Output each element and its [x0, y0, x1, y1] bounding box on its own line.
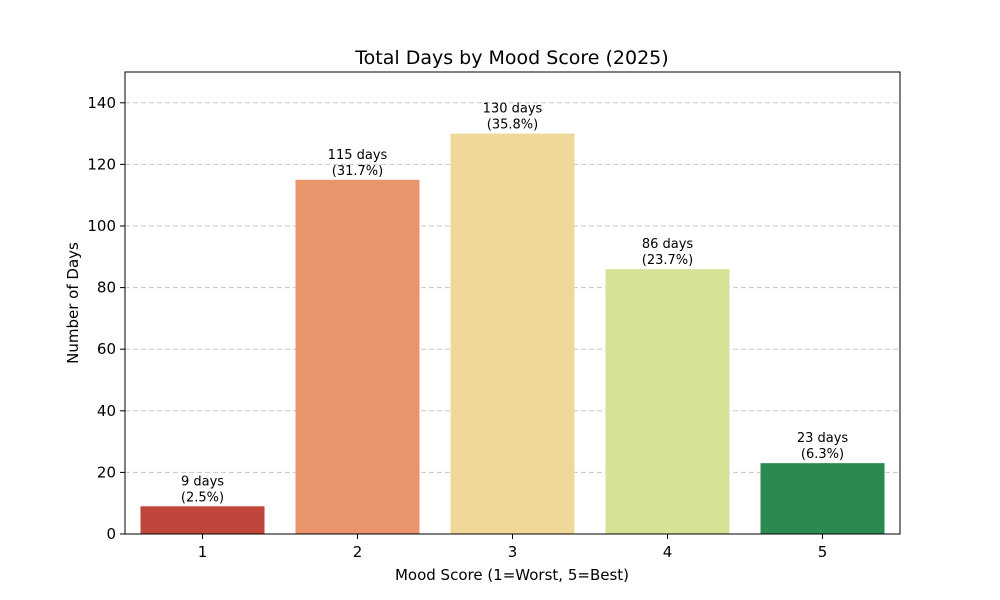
data-label: 115 days (31.7%)	[328, 148, 388, 179]
bar-mood-2	[295, 179, 420, 535]
data-label-line: 130 days	[483, 102, 543, 117]
bar-mood-1	[140, 506, 265, 534]
y-tick-label: 20	[97, 463, 116, 481]
x-tick-label: 3	[508, 543, 518, 561]
data-label-line: (35.8%)	[487, 118, 538, 133]
data-label-line: 23 days	[797, 431, 849, 446]
y-tick-label: 80	[97, 279, 116, 297]
y-axis-ticks: 0 20 40 60 80 100 120 140	[87, 94, 125, 543]
data-label: 86 days (23.7%)	[642, 237, 694, 268]
data-label: 9 days (2.5%)	[181, 474, 224, 505]
x-tick-label: 4	[663, 543, 673, 561]
y-tick-label: 40	[97, 402, 116, 420]
data-label-line: 86 days	[642, 237, 694, 252]
y-tick-label: 140	[87, 94, 116, 112]
x-tick-label: 1	[198, 543, 208, 561]
data-label: 130 days (35.8%)	[483, 102, 543, 133]
data-label-line: (31.7%)	[332, 164, 383, 179]
y-tick-label: 120	[87, 155, 116, 173]
y-tick-label: 0	[106, 525, 116, 543]
data-label-line: (2.5%)	[181, 490, 224, 505]
data-label: 23 days (6.3%)	[797, 431, 849, 462]
bar-mood-3	[450, 133, 575, 534]
data-label-line: 9 days	[181, 474, 224, 489]
y-tick-label: 100	[87, 217, 116, 235]
y-axis-label: Number of Days	[64, 242, 82, 364]
x-axis-label: Mood Score (1=Worst, 5=Best)	[395, 566, 629, 584]
bars	[140, 133, 885, 535]
x-tick-label: 2	[353, 543, 363, 561]
x-tick-label: 5	[818, 543, 828, 561]
data-label-line: 115 days	[328, 148, 388, 163]
x-axis-ticks: 1 2 3 4 5	[198, 534, 828, 561]
bar-mood-5	[760, 463, 885, 534]
data-label-line: (6.3%)	[801, 447, 844, 462]
data-labels: 9 days (2.5%) 115 days (31.7%) 130 days (35.8…	[181, 102, 848, 506]
bar-mood-4	[605, 269, 730, 534]
chart-title: Total Days by Mood Score (2025)	[354, 47, 668, 69]
y-tick-label: 60	[97, 340, 116, 358]
data-label-line: (23.7%)	[642, 253, 693, 268]
